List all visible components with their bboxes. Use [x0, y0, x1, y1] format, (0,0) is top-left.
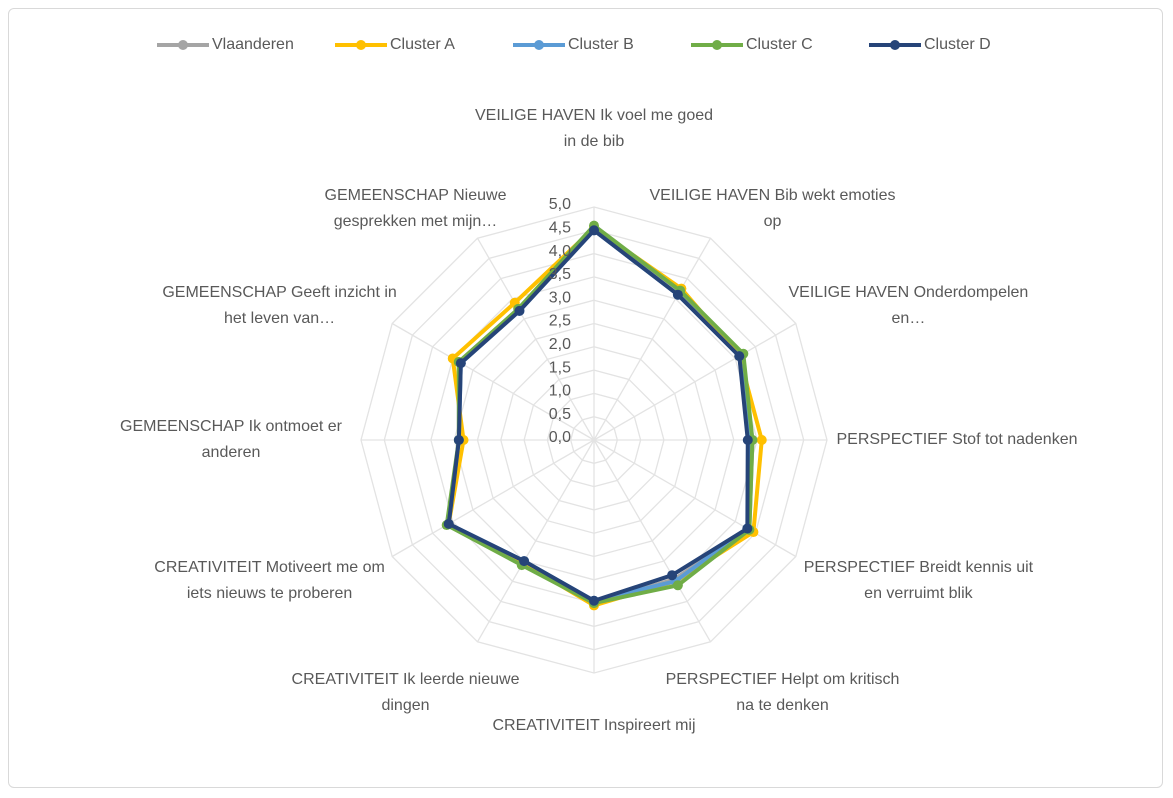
spoke [476, 439, 595, 643]
marker [589, 595, 599, 606]
legend-marker [356, 40, 366, 50]
r-tick-label: 0,0 [549, 429, 571, 446]
marker [672, 289, 683, 300]
category-label: VEILIGE HAVEN Ik voel me goed in de bib [474, 107, 714, 150]
category-label: PERSPECTIEF Breidt kennis uit en verruim… [803, 558, 1034, 602]
marker [514, 305, 525, 316]
marker [519, 556, 530, 567]
legend-label: Cluster C [746, 36, 813, 53]
marker [443, 518, 454, 529]
category-label: CREATIVITEIT Ik leerde nieuwe dingen [291, 671, 520, 715]
category-label: PERSPECTIEF Stof tot nadenken [836, 431, 1078, 448]
r-tick-label: 2,5 [549, 313, 571, 330]
r-tick-label: 4,0 [549, 243, 571, 260]
spoke [593, 322, 797, 441]
legend-marker [534, 40, 544, 50]
category-label: GEMEENSCHAP Nieuwe gesprekken met mijn… [324, 186, 507, 230]
category-label: VEILIGE HAVEN Bib wekt emoties op [649, 186, 896, 230]
marker [742, 435, 753, 445]
category-label: CREATIVITEIT Inspireert mij [492, 717, 696, 734]
r-tick-label: 5,0 [549, 196, 571, 213]
marker [455, 358, 466, 369]
legend-label: Vlaanderen [212, 36, 294, 53]
spoke [593, 237, 712, 441]
spoke [391, 322, 595, 441]
category-label: CREATIVITEIT Motiveert me om iets nieuws… [154, 558, 385, 602]
spoke [593, 439, 797, 558]
legend-marker [178, 40, 188, 50]
spoke [593, 439, 712, 643]
r-tick-label: 2,0 [549, 336, 571, 353]
marker [667, 570, 678, 581]
legend-label: Cluster A [390, 36, 455, 53]
r-tick-label: 4,5 [549, 220, 571, 237]
r-tick-label: 3,0 [549, 289, 571, 306]
r-tick-label: 3,5 [549, 266, 571, 283]
marker [589, 225, 599, 236]
marker [453, 435, 464, 445]
marker [742, 523, 753, 534]
chart-frame [8, 8, 1163, 788]
marker [734, 351, 745, 362]
category-label: GEMEENSCHAP Ik ontmoet er anderen [120, 418, 342, 461]
category-label: GEMEENSCHAP Geeft inzicht in het leven v… [162, 283, 397, 327]
legend-label: Cluster D [924, 36, 991, 53]
legend-marker [712, 40, 722, 50]
category-label: VEILIGE HAVEN Onderdompelen en… [788, 283, 1029, 327]
spoke [476, 237, 595, 441]
legend-marker [890, 40, 900, 50]
spoke [391, 439, 595, 558]
marker [672, 580, 683, 591]
r-tick-label: 0,5 [549, 406, 571, 423]
r-tick-label: 1,5 [549, 359, 571, 376]
legend-label: Cluster B [568, 36, 634, 53]
category-label: PERSPECTIEF Helpt om kritisch na te denk… [665, 671, 900, 715]
marker [756, 435, 767, 445]
r-tick-label: 1,0 [549, 383, 571, 400]
